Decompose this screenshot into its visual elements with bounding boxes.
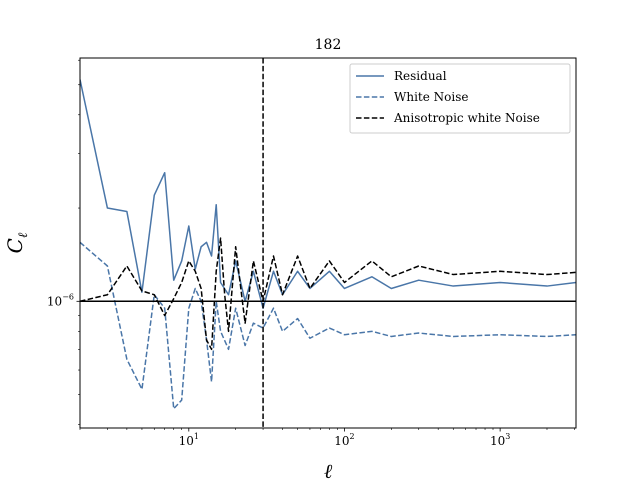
- y-axis-label: Cℓ: [3, 232, 31, 253]
- legend-box: [349, 63, 571, 134]
- x-tick-label: 103: [490, 432, 510, 448]
- legend-label-0: Residual: [394, 69, 447, 83]
- legend-label-1: White Noise: [394, 90, 468, 104]
- x-tick-exponent: 2: [350, 432, 355, 441]
- y-tick-exponent: −6: [62, 292, 74, 301]
- x-tick-label: 102: [334, 432, 354, 448]
- x-axis-label: ℓ: [324, 459, 333, 480]
- x-tick-label: 101: [179, 432, 199, 448]
- x-tick-base: 10: [490, 434, 505, 448]
- x-tick-exponent: 1: [194, 432, 199, 441]
- reference-lines: [80, 58, 576, 428]
- legend: Residual White Noise Anisotropic white Noi…: [349, 63, 571, 134]
- series-line-1: [80, 241, 576, 410]
- series-line-2: [80, 237, 576, 351]
- x-tick-base: 10: [334, 434, 349, 448]
- series-layer: [80, 79, 576, 410]
- x-tick-base: 10: [179, 434, 194, 448]
- chart-title: 182: [315, 37, 342, 53]
- x-tick-exponent: 3: [505, 432, 510, 441]
- series-line-0: [80, 79, 576, 309]
- legend-label-2: Anisotropic white Noise: [393, 111, 540, 125]
- plot-frame: [79, 57, 577, 429]
- y-tick-label: 10−6: [47, 292, 74, 308]
- y-tick-base: 10: [47, 294, 62, 308]
